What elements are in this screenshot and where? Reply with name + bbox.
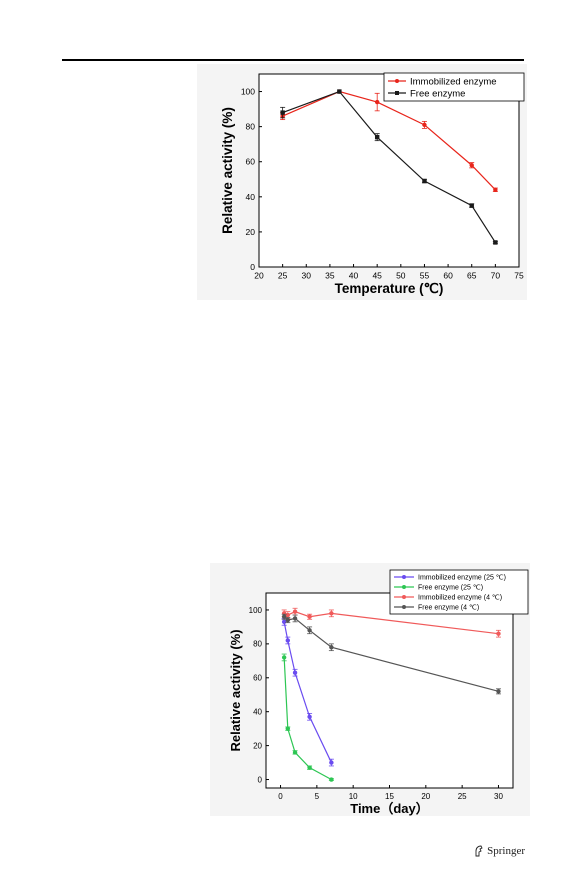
y-tick-label: 60 [253,674,262,683]
data-point [285,726,290,731]
y-axis-title: Relative activity (%) [228,629,243,751]
data-point [374,134,380,140]
legend-box [383,72,525,102]
data-point [307,765,312,770]
legend-marker [402,595,406,599]
data-point [329,645,334,650]
legend-label: Free enzyme [410,88,465,99]
data-point [292,670,298,675]
legend-label: Free enzyme (4 ℃) [418,604,479,611]
data-point [337,89,342,94]
temperature-activity-chart: 20 25 30 35 40 45 50 55 60 65 70 75 0 20 40 60 80 100 Temp… [197,64,527,300]
data-point [285,617,290,623]
plot-frame [258,73,520,268]
x-tick-label: 20 [421,792,430,801]
legend-label: Immobilized enzyme (4 ℃) [418,594,502,601]
publisher-name: Springer [487,845,525,857]
x-tick-label: 70 [491,271,501,281]
data-point [329,760,334,765]
publisher-footer: Springer [474,845,525,857]
series-line [282,90,496,243]
x-tick-label: 60 [443,271,453,281]
x-axis-title: Temperature (℃) [335,281,444,296]
springer-horse-icon [475,845,483,857]
legend-marker [402,575,406,579]
data-point [281,614,287,619]
y-tick-label: 40 [253,707,262,716]
legend-marker [402,605,406,609]
y-tick-label: 20 [253,741,262,750]
y-tick-label: 80 [246,122,256,132]
data-point [422,178,427,184]
x-tick-label: 25 [458,792,467,801]
data-point [285,612,290,618]
x-tick-label: 0 [278,792,283,801]
data-point [496,689,501,694]
data-point [307,614,312,619]
x-tick-label: 20 [254,271,264,281]
data-point [281,655,287,660]
legend-marker [395,79,399,83]
storage-stability-chart: 0 5 10 15 20 25 30 0 20 40 60 80 100 Time（day） Relativ… [210,563,530,816]
data-point [469,163,474,168]
data-point [285,638,290,643]
legend-label: Immobilized enzyme (25 ℃) [418,574,506,581]
data-point [280,110,285,115]
x-tick-label: 55 [420,271,430,281]
data-point [374,99,380,105]
x-tick-label: 10 [349,792,358,801]
x-tick-label: 25 [278,271,288,281]
temperature-chart-svg: 20 25 30 35 40 45 50 55 60 65 70 75020406080100Temp… [220,72,525,296]
y-tick-label: 0 [250,262,255,272]
x-tick-label: 5 [315,792,320,801]
y-tick-label: 100 [249,606,263,615]
x-tick-label: 35 [325,271,335,281]
x-tick-label: 30 [494,792,503,801]
x-tick-label: 75 [514,271,524,281]
y-tick-label: 0 [258,775,263,784]
y-tick-label: 100 [241,87,255,97]
header-rule [62,59,524,61]
y-axis-title: Relative activity (%) [220,107,235,234]
storage-chart-svg: 0 5 10 15 20 25 30 0 20 40 60 80 100 Time（day） Relativ… [228,569,529,816]
x-tick-label: 45 [372,271,382,281]
data-point [422,122,427,128]
x-tick-label: 65 [467,271,477,281]
y-tick-label: 60 [246,157,256,167]
data-point [307,714,312,719]
x-tick-label: 40 [349,271,359,281]
data-point [493,187,498,192]
x-tick-label: 30 [302,271,312,281]
data-point [292,616,298,621]
data-point [329,777,334,782]
data-point [493,240,498,245]
data-point [469,203,474,208]
y-tick-label: 80 [253,640,262,649]
data-point [292,609,298,614]
data-point [281,619,287,625]
data-point [329,611,334,616]
plot-frame [265,592,514,789]
legend-label: Immobilized enzyme [410,76,497,87]
data-point [292,750,298,755]
legend-marker [395,91,399,95]
data-point [307,628,312,633]
x-axis-title: Time（day） [350,801,429,816]
x-tick-label: 50 [396,271,406,281]
y-tick-label: 40 [246,192,256,202]
legend-label: Free enzyme (25 ℃) [418,584,483,591]
x-tick-label: 15 [385,792,394,801]
y-tick-label: 20 [246,227,256,237]
legend-marker [402,585,406,589]
data-point [496,631,501,636]
